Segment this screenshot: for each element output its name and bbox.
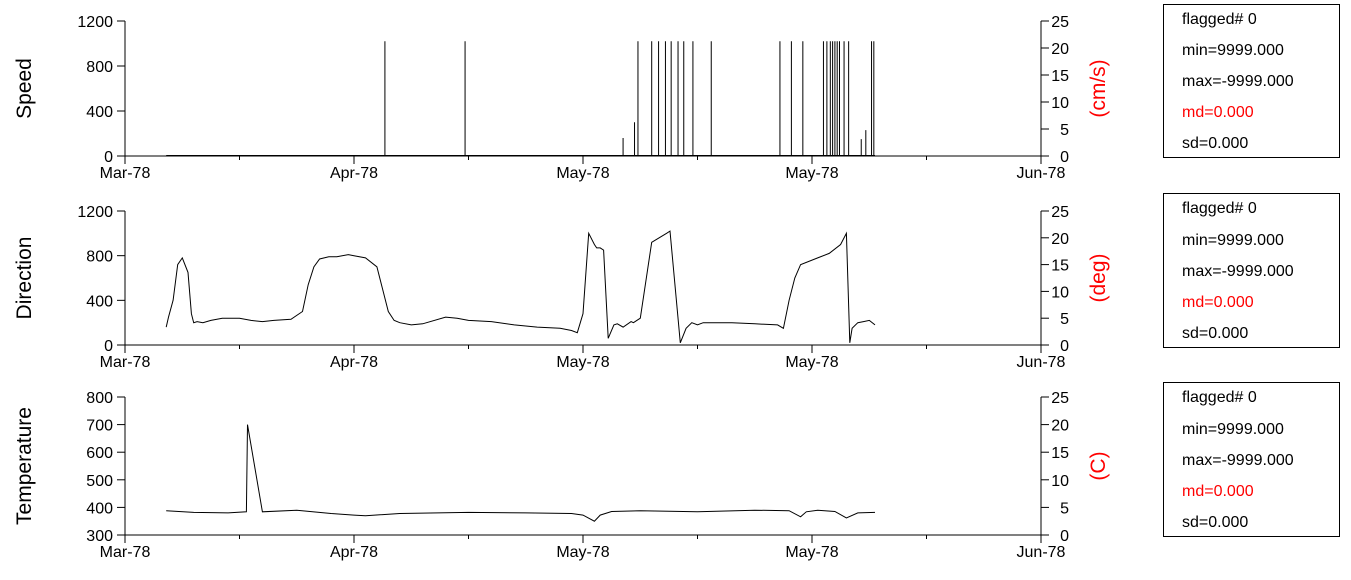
y2-tick-label: 5: [1060, 500, 1069, 517]
panel-speed: 0 400 800 1200 0 5 10 15 20 25 Mar-78 Apr-78 May-78 M…: [13, 14, 1110, 182]
stat-flagged: flagged# 0: [1182, 11, 1257, 28]
x-tick-label: May-78: [785, 354, 838, 371]
stats-box-direction: flagged# 0 min=9999.000 max=-9999.000 md…: [1163, 193, 1340, 348]
x-tick-label: May-78: [556, 354, 609, 371]
y2-tick-label: 25: [1051, 14, 1069, 31]
stat-max: max=-9999.000: [1182, 263, 1294, 280]
series-line: [165, 230, 876, 343]
y-tick-label: 300: [86, 528, 113, 545]
stat-md: md=0.000: [1182, 483, 1254, 500]
y2-tick-label: 25: [1051, 390, 1069, 407]
series-line: [166, 424, 876, 522]
y-tick-label: 0: [104, 149, 113, 166]
stat-max: max=-9999.000: [1182, 452, 1294, 469]
x-tick-label: May-78: [785, 165, 838, 182]
y2-tick-label: 15: [1051, 68, 1069, 85]
x-tick-label: May-78: [556, 544, 609, 561]
y-axis-label: Temperature: [13, 407, 36, 525]
y2-tick-label: 0: [1060, 528, 1069, 545]
x-tick-label: May-78: [556, 165, 609, 182]
y-tick-label: 800: [86, 249, 113, 266]
y-tick-label: 400: [86, 293, 113, 310]
y2-tick-label: 10: [1051, 473, 1069, 490]
stat-max: max=-9999.000: [1182, 73, 1294, 90]
y-tick-label: 0: [104, 338, 113, 355]
x-tick-label: Mar-78: [100, 354, 151, 371]
y2-tick-label: 15: [1051, 445, 1069, 462]
stat-md: md=0.000: [1182, 104, 1254, 121]
y2-tick-label: 20: [1051, 418, 1069, 435]
panel-direction: 0 400 800 1200 0 5 10 15 20 25 Mar-78 Apr-78 May-78 M…: [13, 204, 1110, 371]
y-tick-label: 800: [86, 390, 113, 407]
stat-flagged: flagged# 0: [1182, 389, 1257, 406]
x-tick-label: Apr-78: [330, 165, 378, 182]
stat-min: min=9999.000: [1182, 42, 1284, 59]
y2-tick-label: 0: [1060, 338, 1069, 355]
y-tick-label: 1200: [77, 14, 113, 31]
y2-axis-label: (cm/s): [1087, 59, 1110, 117]
x-tick-label: May-78: [785, 544, 838, 561]
y-tick-label: 400: [86, 500, 113, 517]
y-tick-label: 1200: [77, 204, 113, 221]
y2-tick-label: 10: [1051, 284, 1069, 301]
stat-sd: sd=0.000: [1182, 135, 1249, 152]
x-tick-label: Jun-78: [1017, 165, 1066, 182]
stat-min: min=9999.000: [1182, 421, 1284, 438]
y2-axis-label: (C): [1087, 451, 1110, 480]
panel-temperature: 300 400 500 600 700 800 0 5 10 15 20 25 Mar-78 Apr-78…: [13, 390, 1110, 561]
y2-tick-label: 25: [1051, 204, 1069, 221]
stat-flagged: flagged# 0: [1182, 200, 1257, 217]
y-axis-label: Speed: [13, 58, 36, 119]
x-tick-label: Mar-78: [100, 165, 151, 182]
x-tick-label: Jun-78: [1017, 354, 1066, 371]
y2-tick-label: 10: [1051, 95, 1069, 112]
stats-box-speed: flagged# 0 min=9999.000 max=-9999.000 md…: [1163, 4, 1340, 158]
stats-box-temperature: flagged# 0 min=9999.000 max=-9999.000 md…: [1163, 382, 1340, 537]
stat-sd: sd=0.000: [1182, 325, 1249, 342]
x-tick-label: Apr-78: [330, 354, 378, 371]
x-tick-label: Mar-78: [100, 544, 151, 561]
y2-tick-label: 5: [1060, 311, 1069, 328]
y-tick-label: 700: [86, 418, 113, 435]
y2-tick-label: 20: [1051, 41, 1069, 58]
y-tick-label: 500: [86, 473, 113, 490]
y2-tick-label: 20: [1051, 231, 1069, 248]
stat-min: min=9999.000: [1182, 232, 1284, 249]
y2-axis-label: (deg): [1087, 253, 1110, 302]
x-tick-label: Apr-78: [330, 544, 378, 561]
y2-tick-label: 15: [1051, 258, 1069, 275]
y-tick-label: 600: [86, 445, 113, 462]
stat-md: md=0.000: [1182, 294, 1254, 311]
x-tick-label: Jun-78: [1017, 544, 1066, 561]
y-tick-label: 400: [86, 104, 113, 121]
stat-sd: sd=0.000: [1182, 514, 1249, 531]
y-axis-label: Direction: [13, 237, 36, 320]
y2-tick-label: 0: [1060, 149, 1069, 166]
y-tick-label: 800: [86, 59, 113, 76]
y2-tick-label: 5: [1060, 122, 1069, 139]
